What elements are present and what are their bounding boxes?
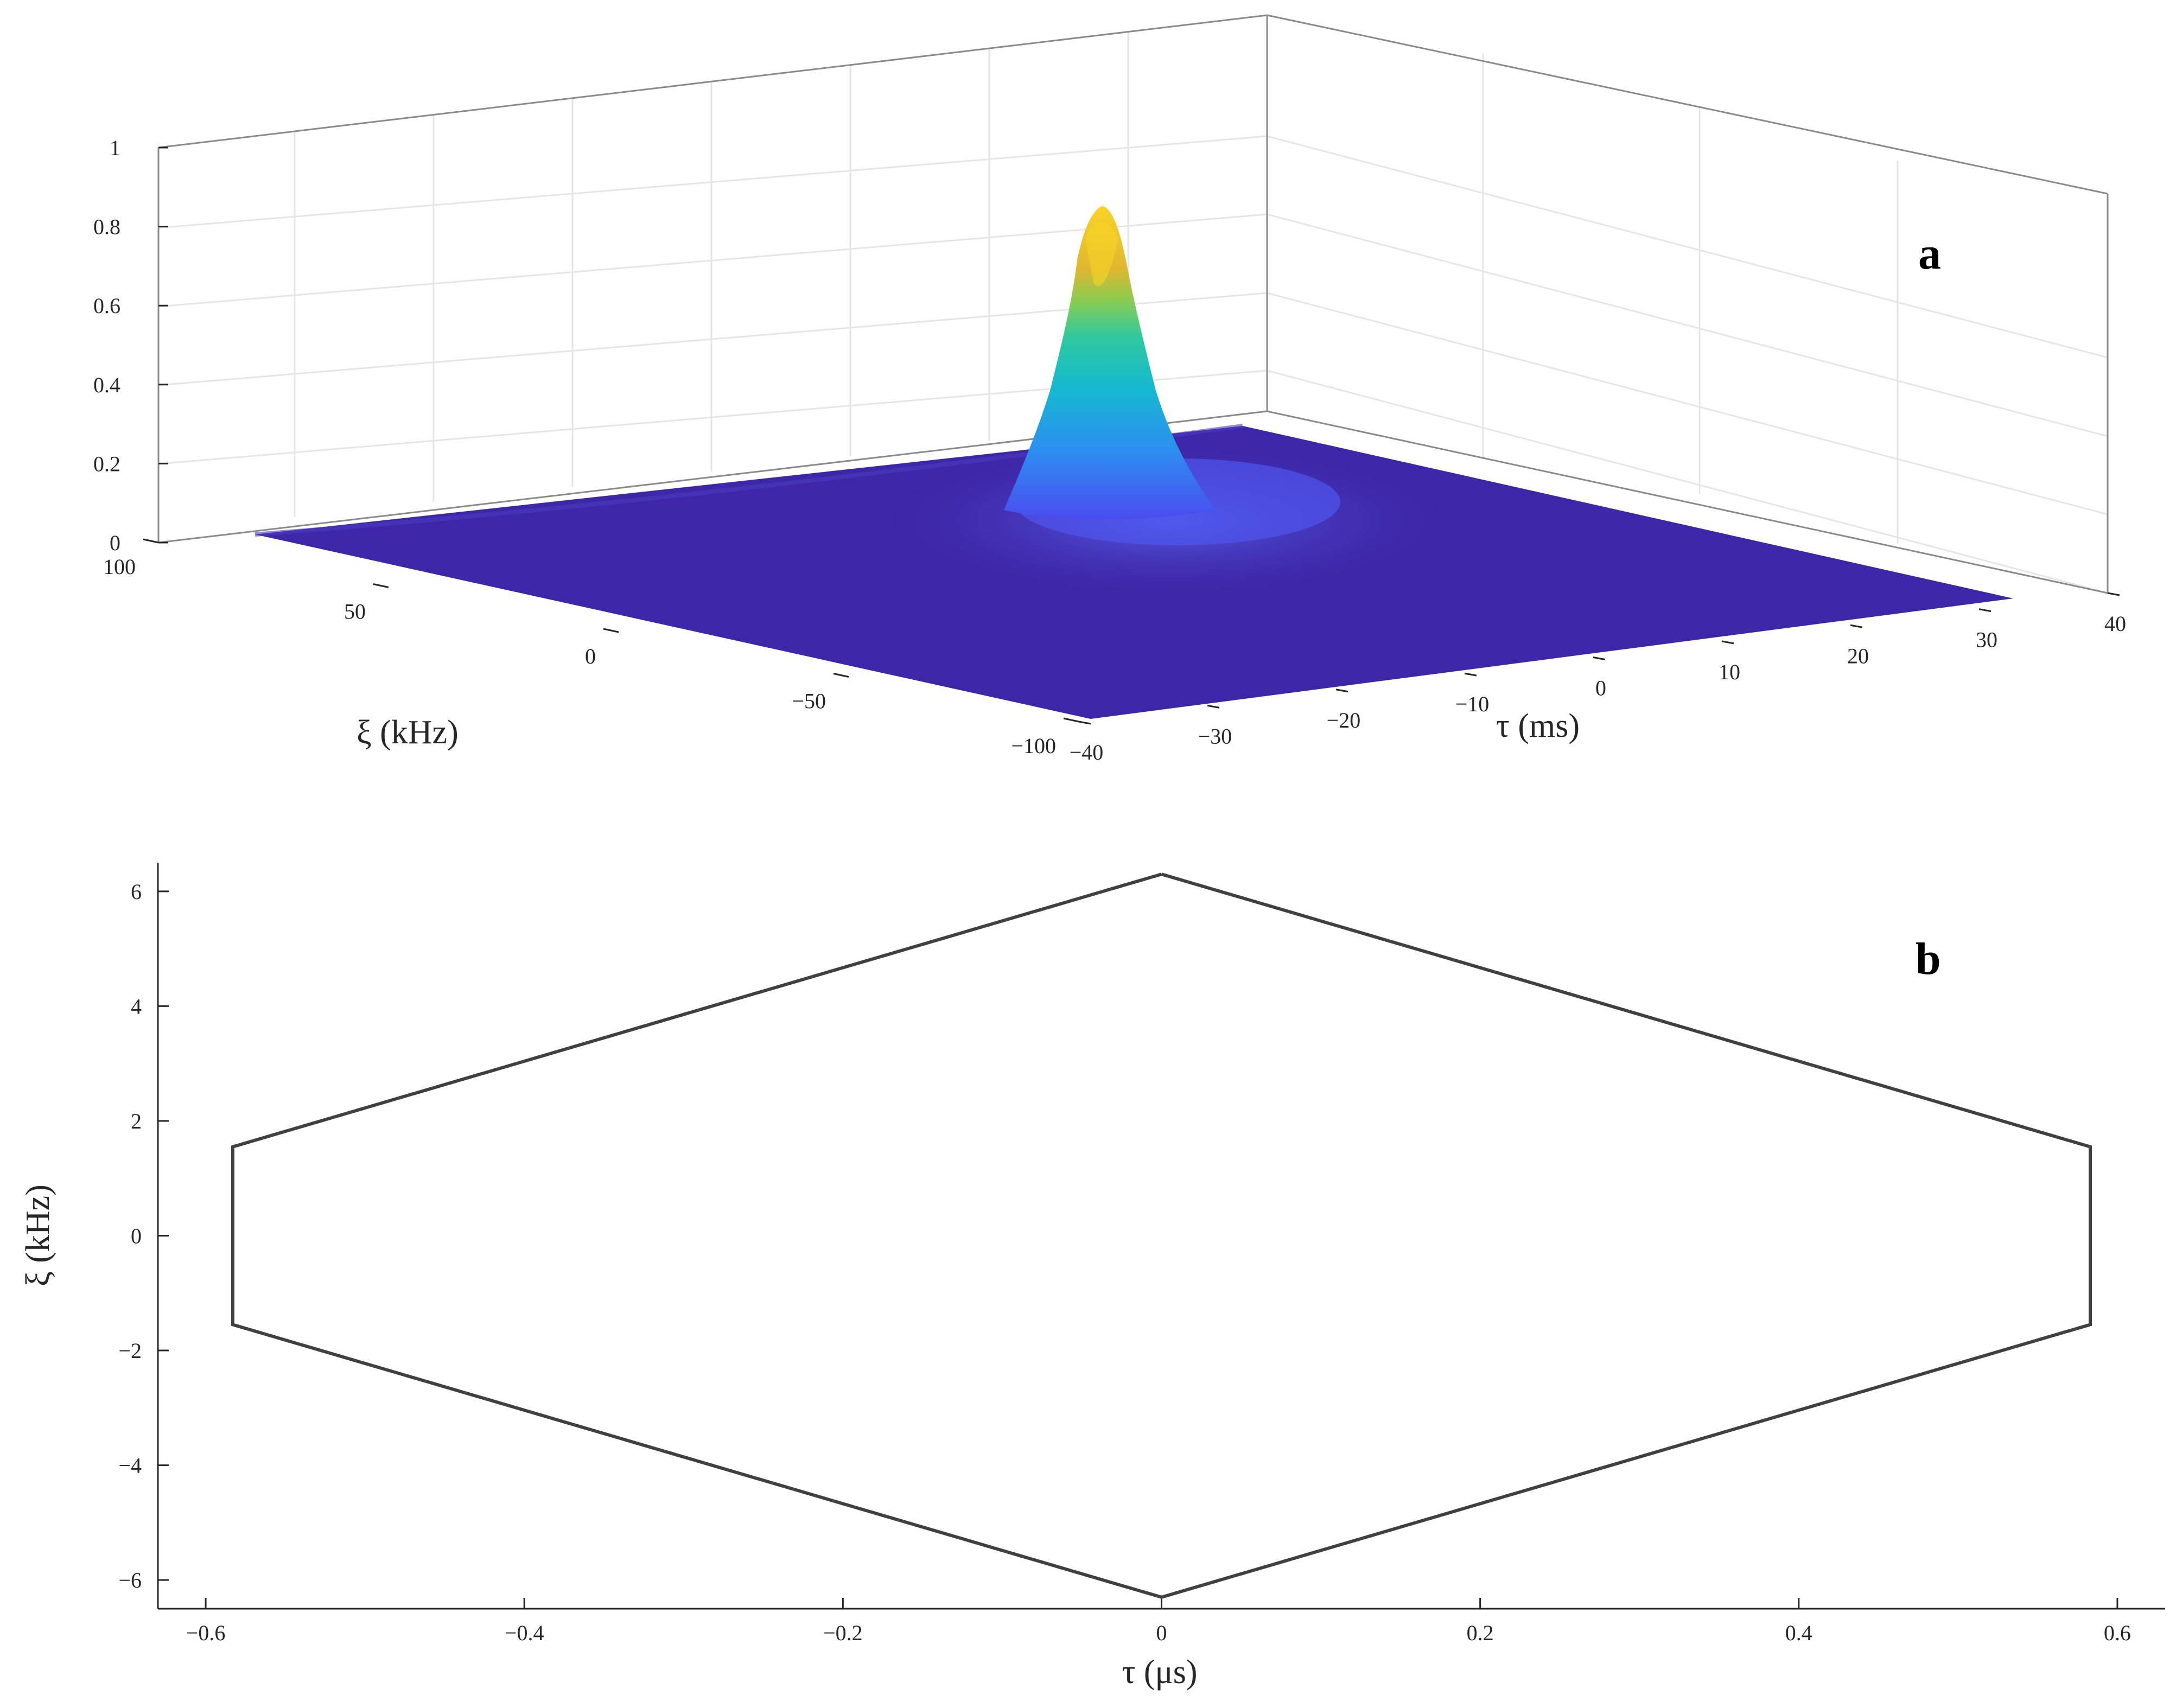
z-tick-label: 1 — [110, 136, 120, 160]
z-axis-ticks: 0 0.2 0.4 0.6 0.8 1 — [93, 136, 168, 555]
y-tick-label: −6 — [118, 1568, 142, 1592]
tau-tick-label: 20 — [1847, 643, 1869, 668]
tau-tick-label: 0 — [1595, 676, 1606, 700]
box-outline — [157, 14, 2109, 594]
xi-axis-ticks: −100 −50 0 50 100 — [103, 538, 1079, 758]
y-tick-label: −4 — [118, 1454, 142, 1478]
z-tick-label: 0.2 — [93, 451, 120, 476]
surface-peak — [1004, 206, 1216, 519]
tau-tick-label: 10 — [1719, 660, 1740, 684]
tau-tick-label: −20 — [1327, 708, 1361, 732]
panel-label-b: b — [1916, 934, 1941, 984]
y-tick-label: 6 — [131, 880, 142, 904]
xi-tick-label: −100 — [1011, 734, 1056, 758]
surface-peak-highlight — [1085, 222, 1118, 286]
x-axis-label: τ (μs) — [1122, 1654, 1197, 1691]
panel-b-line-plot: −0.6 −0.4 −0.2 0 0.2 0.4 0.6 −6 −4 −2 0 2 4 6 τ (μs)… — [20, 863, 2165, 1691]
series-group — [231, 872, 2092, 1599]
y-tick-label: 2 — [131, 1109, 142, 1133]
tau-tick-mark — [1850, 624, 1863, 628]
tau-tick-label: −40 — [1070, 740, 1104, 764]
hexagon-series-line — [231, 872, 2092, 1599]
z-tick-label: 0.4 — [93, 373, 120, 397]
z-tick-label: 0.8 — [93, 215, 120, 239]
xi-axis-label: ξ (kHz) — [357, 714, 459, 751]
tau-tick-label: 30 — [1976, 628, 1997, 652]
xi-tick-mark — [373, 583, 389, 588]
z-tick-label: 0.6 — [93, 294, 120, 318]
y-axis-ticks: −6 −4 −2 0 2 4 6 — [118, 880, 169, 1592]
xi-tick-mark — [603, 628, 619, 633]
x-tick-label: 0.6 — [2104, 1621, 2131, 1645]
y-tick-label: −2 — [118, 1339, 142, 1363]
xi-tick-mark — [143, 538, 159, 544]
x-axis-ticks: −0.6 −0.4 −0.2 0 0.2 0.4 0.6 — [186, 1598, 2131, 1645]
x-tick-label: 0.2 — [1467, 1621, 1494, 1645]
tau-tick-mark — [1335, 689, 1348, 693]
tau-axis-label: τ (ms) — [1496, 708, 1580, 744]
z-tick-label: 0 — [110, 531, 120, 555]
y-tick-label: 0 — [131, 1224, 142, 1248]
xi-tick-label: 100 — [103, 555, 136, 579]
tau-tick-mark — [1078, 721, 1091, 725]
tau-tick-mark — [2107, 592, 2120, 596]
tau-tick-label: −10 — [1455, 692, 1490, 716]
x-tick-label: 0.4 — [1785, 1621, 1812, 1645]
xi-tick-label: 50 — [344, 600, 366, 624]
x-tick-label: −0.2 — [823, 1621, 863, 1645]
xi-tick-label: −50 — [792, 689, 826, 713]
tau-tick-mark — [1721, 640, 1734, 645]
tau-tick-mark — [1978, 608, 1992, 613]
xi-tick-label: 0 — [585, 644, 596, 668]
tau-tick-mark — [1464, 672, 1477, 677]
panel-label-a: a — [1918, 228, 1941, 279]
axes-box — [157, 863, 2165, 1610]
xi-tick-mark — [833, 673, 849, 678]
x-tick-label: −0.4 — [505, 1621, 544, 1645]
y-axis-label: ξ (kHz) — [20, 1184, 56, 1286]
tau-tick-label: 40 — [2104, 611, 2126, 636]
tau-axis-ticks: −40 −30 −20 −10 0 10 20 30 40 — [1070, 592, 2126, 764]
y-tick-label: 4 — [131, 994, 142, 1018]
tau-tick-mark — [1207, 704, 1220, 709]
x-tick-label: 0 — [1156, 1621, 1167, 1645]
tau-tick-mark — [1593, 657, 1606, 660]
x-tick-label: −0.6 — [186, 1621, 226, 1645]
xi-tick-mark — [1063, 717, 1079, 723]
tau-tick-label: −30 — [1198, 724, 1232, 748]
